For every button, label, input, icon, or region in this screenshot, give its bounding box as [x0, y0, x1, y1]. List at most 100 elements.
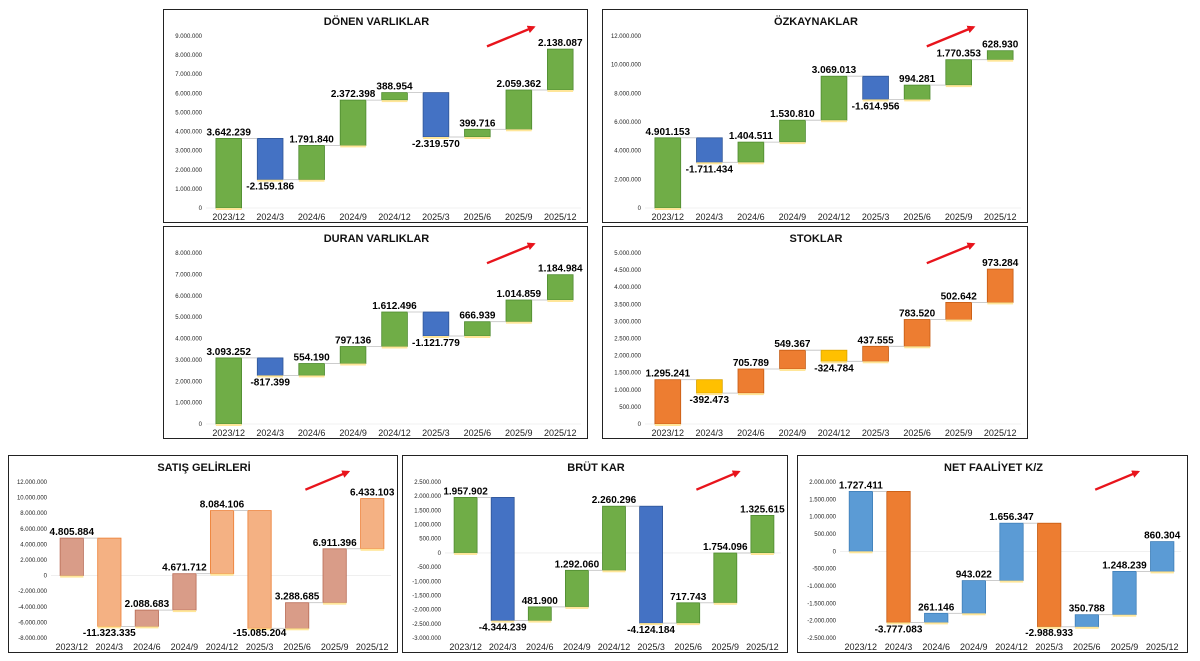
y-tick-label: 0 [833, 549, 837, 555]
y-tick-label: 12.000.000 [611, 34, 642, 40]
y-tick-label: -2.000.000 [807, 619, 836, 625]
data-label: 2.059.362 [497, 79, 542, 90]
chart-panel-brut-kar: BRÜT KAR -3.000.000 -2.500.000 -2.000.000 -1… [402, 455, 788, 653]
bar-shadow [1037, 626, 1061, 629]
y-tick-label: 2.000.000 [20, 558, 47, 564]
x-tick-label: 2025/6 [464, 428, 492, 438]
bar-shadow [323, 602, 347, 605]
bar-shadow [172, 610, 197, 613]
x-tick-label: 2024/3 [256, 212, 284, 222]
data-label: 797.136 [335, 336, 372, 347]
bar-shadow [987, 59, 1014, 62]
chart-panel-stoklar: STOKLAR 0 500.000 1.000.000 1.500.000 2.000.0… [602, 226, 1028, 439]
data-label: 6.433.103 [350, 488, 395, 499]
x-tick-label: 2025/3 [862, 428, 890, 438]
y-tick-label: 2.000.000 [614, 177, 641, 183]
x-tick-label: 2024/3 [96, 642, 124, 652]
waterfall-bar [1150, 541, 1175, 572]
data-label: 437.555 [858, 335, 895, 346]
waterfall-bar [737, 368, 765, 394]
x-tick-label: 2023/12 [652, 212, 685, 222]
x-tick-label: 2024/9 [563, 642, 591, 652]
x-tick-label: 2023/12 [212, 212, 245, 222]
bar-shadow [381, 100, 408, 103]
bar-shadow [639, 623, 663, 626]
x-tick-label: 2024/12 [818, 428, 851, 438]
chart-title: NET FAALİYET K/Z [944, 461, 1043, 474]
bar-shadow [654, 208, 681, 210]
chart-title: SATIŞ GELİRLERİ [157, 461, 250, 474]
bar-shadow [821, 120, 847, 123]
y-tick-label: 1.000.000 [809, 515, 836, 521]
waterfall-bar [639, 505, 664, 624]
y-tick-label: 8.000.000 [175, 251, 202, 257]
waterfall-bar [945, 59, 972, 86]
waterfall-bar [903, 84, 931, 100]
x-tick-label: 2024/12 [598, 642, 631, 652]
y-tick-label: 3.000.000 [614, 319, 641, 325]
x-tick-label: 2024/9 [339, 428, 367, 438]
x-tick-label: 2025/12 [356, 642, 389, 652]
data-label: 1.656.347 [989, 512, 1034, 523]
y-tick-label: 0 [638, 422, 642, 428]
waterfall-bar [696, 379, 723, 394]
waterfall-bar [779, 349, 806, 370]
x-tick-label: 2025/9 [505, 212, 533, 222]
x-tick-label: 2024/3 [489, 642, 517, 652]
data-label: 1.248.239 [1102, 560, 1147, 571]
x-tick-label: 2025/9 [945, 428, 973, 438]
data-label: 6.911.396 [313, 538, 357, 549]
x-tick-label: 2025/6 [903, 212, 931, 222]
y-tick-label: 8.000.000 [614, 91, 641, 97]
x-tick-label: 2025/12 [746, 642, 779, 652]
x-tick-label: 2024/6 [737, 212, 765, 222]
x-tick-label: 2024/9 [779, 212, 807, 222]
waterfall-bar [381, 92, 408, 101]
waterfall-bar [654, 379, 682, 425]
bar-shadow [247, 628, 272, 631]
bar-shadow [924, 622, 948, 625]
bar-shadow [454, 552, 478, 555]
waterfall-bar [464, 128, 491, 138]
x-tick-label: 2024/6 [298, 428, 326, 438]
waterfall-bar [903, 319, 931, 347]
x-tick-label: 2024/6 [298, 212, 326, 222]
bar-shadow [135, 626, 159, 629]
bar-shadow [547, 90, 574, 92]
y-tick-label: -1.000.000 [412, 579, 441, 585]
bar-shadow [423, 336, 449, 338]
y-tick-label: 12.000.000 [17, 480, 48, 486]
data-label: -15.085.204 [233, 628, 287, 639]
chart-title: BRÜT KAR [567, 461, 624, 474]
data-label: 399.716 [459, 118, 496, 129]
bar-shadow [987, 302, 1014, 305]
data-label: 2.088.683 [125, 599, 170, 610]
waterfall-bar [298, 144, 325, 180]
data-label: 1.325.615 [740, 504, 785, 515]
waterfall-bar [422, 92, 450, 138]
bar-shadow [945, 85, 972, 88]
x-tick-label: 2023/12 [652, 428, 685, 438]
data-label: 1.404.511 [729, 131, 773, 142]
x-tick-label: 2025/3 [1035, 642, 1063, 652]
bar-shadow [298, 179, 325, 182]
chart-ozkaynaklar: ÖZKAYNAKLAR 0 2.000.000 4.000.000 6.000.000 8… [611, 15, 1021, 222]
bar-shadow [423, 137, 449, 139]
y-tick-label: 2.000.000 [809, 480, 836, 486]
bar-shadow [602, 570, 626, 573]
y-tick-label: 1.000.000 [175, 401, 202, 407]
y-tick-label: 10.000.000 [611, 63, 642, 69]
bar-shadow [298, 375, 325, 378]
y-tick-label: -2.000.000 [18, 589, 47, 595]
y-tick-label: -500.000 [417, 565, 441, 571]
x-tick-label: 2024/3 [256, 428, 284, 438]
waterfall-bar [779, 119, 806, 143]
y-tick-label: 10.000.000 [17, 496, 48, 502]
bar-shadow [862, 99, 889, 102]
y-tick-label: 1.000.000 [614, 388, 641, 394]
data-label: 717.743 [670, 592, 707, 603]
data-label: 1.957.902 [443, 486, 488, 497]
waterfall-bar [924, 612, 949, 623]
chart-net-faaliyet: NET FAALİYET K/Z -2.500.000 -2.000.000 -1.5… [807, 461, 1181, 652]
bar-shadow [506, 129, 532, 132]
